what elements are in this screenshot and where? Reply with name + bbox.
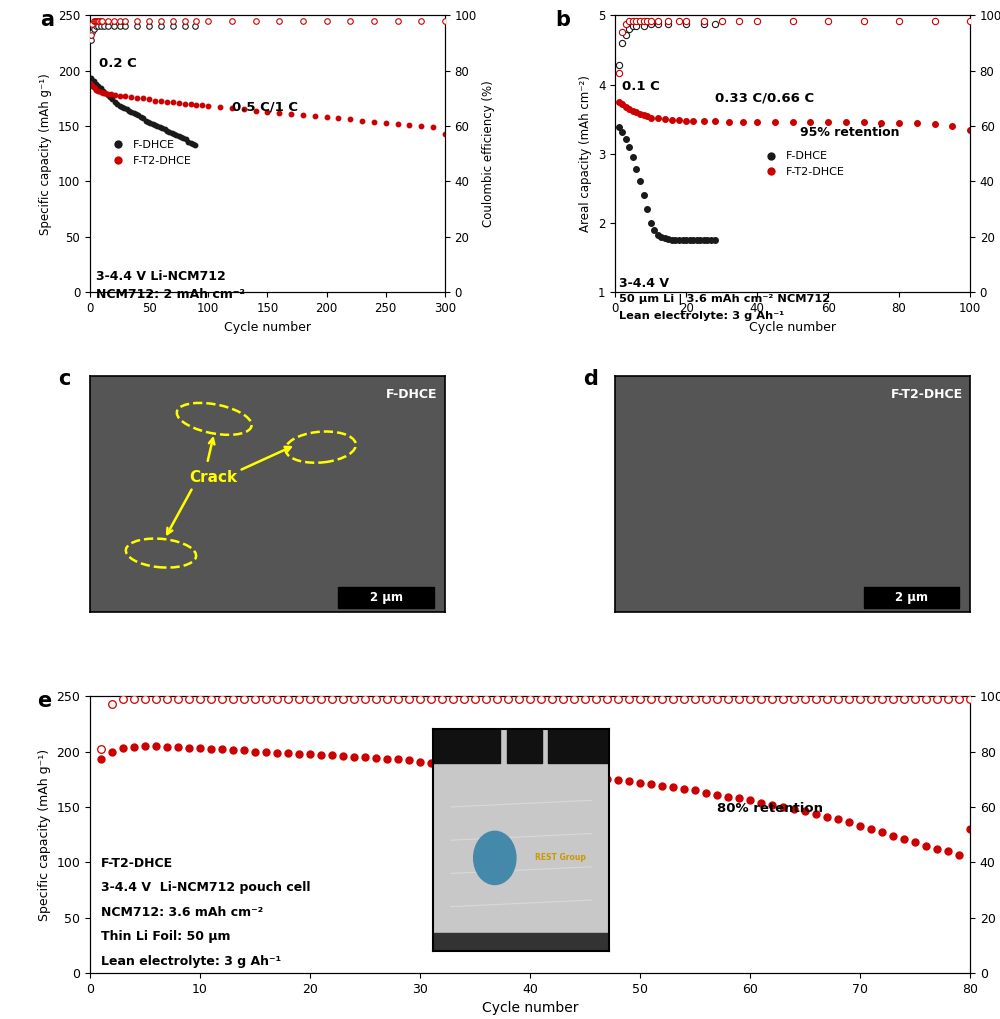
Text: 2 μm: 2 μm	[895, 591, 928, 604]
Bar	[864, 587, 959, 608]
Y-axis label: Areal capacity (mAh cm⁻²): Areal capacity (mAh cm⁻²)	[579, 75, 592, 232]
Text: Crack: Crack	[189, 471, 237, 485]
Text: e: e	[37, 691, 51, 710]
Text: Lean electrolyte: 3 g Ah⁻¹: Lean electrolyte: 3 g Ah⁻¹	[619, 311, 784, 321]
Text: 3-4.4 V  Li-NCM712 pouch cell: 3-4.4 V Li-NCM712 pouch cell	[101, 881, 310, 895]
Text: b: b	[555, 10, 570, 30]
Y-axis label: Coulombic efficiency (%): Coulombic efficiency (%)	[482, 81, 495, 227]
Text: Lean electrolyte: 3 g Ah⁻¹: Lean electrolyte: 3 g Ah⁻¹	[101, 955, 281, 968]
Text: 0.33 C/0.66 C: 0.33 C/0.66 C	[715, 91, 814, 104]
Text: 0.5 C/1 C: 0.5 C/1 C	[232, 101, 298, 113]
Text: Thin Li Foil: 50 μm: Thin Li Foil: 50 μm	[101, 930, 230, 944]
Bar	[338, 587, 434, 608]
Text: 0.1 C: 0.1 C	[622, 81, 660, 93]
Y-axis label: Specific capacity (mAh g⁻¹): Specific capacity (mAh g⁻¹)	[38, 749, 51, 921]
Text: 80% retention: 80% retention	[717, 803, 823, 815]
Text: 50 μm Li | 3.6 mAh cm⁻² NCM712: 50 μm Li | 3.6 mAh cm⁻² NCM712	[619, 294, 830, 306]
Text: d: d	[583, 370, 598, 389]
X-axis label: Cycle number: Cycle number	[749, 321, 836, 333]
Text: 3-4.4 V: 3-4.4 V	[619, 277, 669, 290]
Text: a: a	[40, 10, 54, 30]
Text: 2 μm: 2 μm	[370, 591, 403, 604]
Text: 3-4.4 V Li-NCM712: 3-4.4 V Li-NCM712	[96, 270, 226, 283]
Text: 95% retention: 95% retention	[800, 126, 899, 140]
X-axis label: Cycle number: Cycle number	[224, 321, 311, 333]
Text: 0.2 C: 0.2 C	[99, 57, 137, 70]
Text: F-T2-DHCE: F-T2-DHCE	[891, 388, 963, 401]
Legend: F-DHCE, F-T2-DHCE: F-DHCE, F-T2-DHCE	[756, 147, 849, 181]
X-axis label: Cycle number: Cycle number	[482, 1002, 578, 1015]
Y-axis label: Specific capacity (mAh g⁻¹): Specific capacity (mAh g⁻¹)	[39, 73, 52, 234]
Text: F-T2-DHCE: F-T2-DHCE	[101, 857, 173, 870]
Text: NCM712: 2 mAh cm⁻²: NCM712: 2 mAh cm⁻²	[96, 288, 245, 302]
Legend: F-DHCE, F-T2-DHCE: F-DHCE, F-T2-DHCE	[103, 136, 196, 170]
Text: F-DHCE: F-DHCE	[386, 388, 438, 401]
Text: c: c	[58, 370, 70, 389]
Text: NCM712: 3.6 mAh cm⁻²: NCM712: 3.6 mAh cm⁻²	[101, 906, 263, 919]
